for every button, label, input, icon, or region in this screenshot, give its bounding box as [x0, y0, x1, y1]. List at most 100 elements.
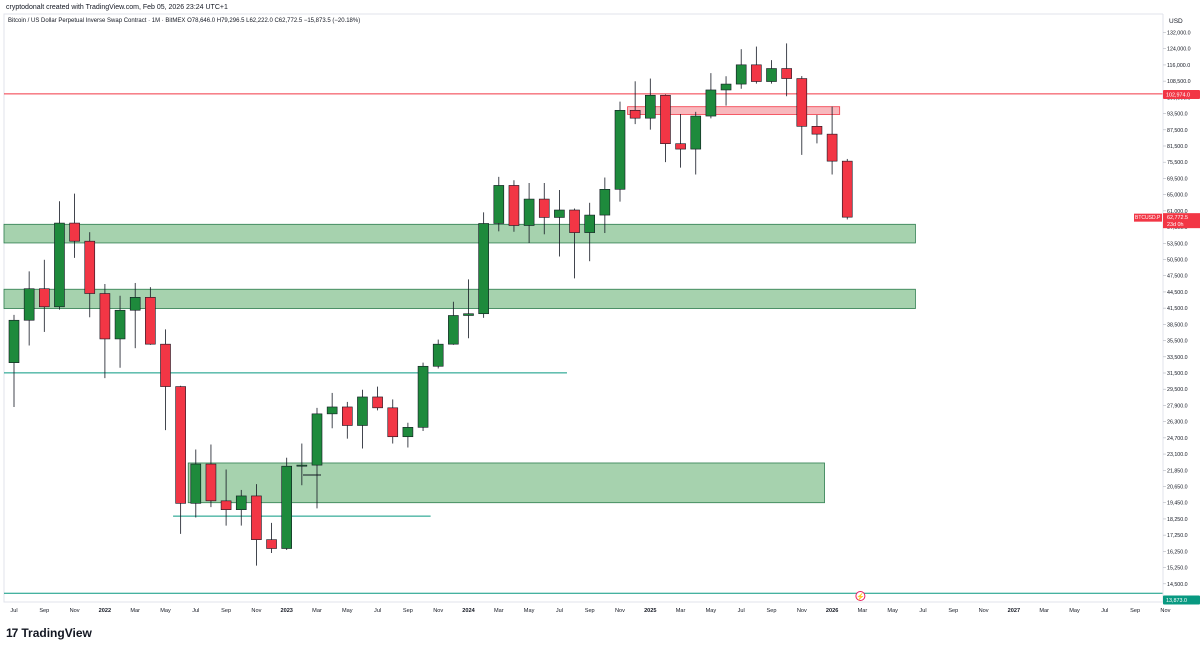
candle-body [629, 109, 641, 119]
top-price-marker [1163, 90, 1200, 99]
time-axis-label: 2023 [280, 608, 292, 614]
time-axis-label: May [524, 608, 535, 614]
candle-body [160, 343, 171, 387]
candle-body [781, 68, 792, 79]
candle-body [417, 365, 429, 428]
candle-body [281, 465, 293, 549]
price-tick-label: 44,500.0 [1167, 290, 1188, 296]
time-axis-label: Mar [1039, 608, 1049, 614]
candle-body [69, 222, 80, 242]
price-tick-label: 87,500.0 [1167, 128, 1188, 134]
price-tick-label: 15,250.0 [1167, 566, 1188, 572]
time-axis-label: Nov [979, 608, 989, 614]
candle-body [448, 315, 459, 345]
top-price-marker-text: 102,974.0 [1166, 93, 1190, 99]
candle-body [660, 94, 671, 145]
time-axis-label: 2026 [826, 608, 838, 614]
time-axis-label: Sep [948, 608, 958, 614]
candle-body [114, 309, 126, 340]
time-axis-label: May [160, 608, 171, 614]
time-axis-label: May [342, 608, 353, 614]
price-tick-label: 108,500.0 [1167, 79, 1191, 85]
candle-body [508, 185, 520, 226]
candle-body [38, 288, 50, 308]
symbol-legend[interactable]: Bitcoin / US Dollar Perpetual Inverse Sw… [8, 18, 361, 24]
price-tick-label: 124,000.0 [1167, 47, 1191, 53]
candle-body [705, 89, 717, 117]
candle-body [523, 198, 535, 226]
price-tick-label: 132,000.0 [1167, 31, 1191, 37]
candle-body [235, 495, 247, 510]
candle-body [766, 68, 777, 82]
candle-body [99, 293, 111, 340]
time-axis-label: Nov [615, 608, 625, 614]
candle-body [341, 406, 353, 426]
candle-body [145, 297, 156, 345]
time-axis-label: Jul [738, 608, 745, 614]
candle-body [811, 126, 823, 135]
time-axis-label: Nov [1160, 608, 1170, 614]
candle-body [841, 160, 853, 218]
price-tick-label: 18,250.0 [1167, 517, 1188, 523]
time-axis-label: Mar [858, 608, 868, 614]
price-tick-label: 116,000.0 [1167, 63, 1190, 69]
price-tick-label: 81,500.0 [1167, 144, 1188, 150]
last-price-symbol-tag [1134, 213, 1162, 222]
lightning-icon: ⚡ [856, 592, 865, 601]
zone-rect [187, 462, 825, 504]
price-tick-label: 26,300.0 [1167, 420, 1188, 426]
candle-body [690, 115, 702, 150]
time-axis-label: Sep [1130, 608, 1140, 614]
last-price-marker [1163, 213, 1200, 229]
candle-body [357, 396, 368, 426]
time-axis-label: May [706, 608, 717, 614]
last-price-text: 62,772.5 [1167, 215, 1188, 221]
candle-body [826, 133, 838, 162]
candle-body [554, 209, 565, 218]
time-axis-label: Mar [312, 608, 322, 614]
time-axis-label: Sep [39, 608, 49, 614]
candle-body [493, 185, 505, 224]
candle-body [220, 500, 232, 510]
candle-body [463, 313, 474, 316]
tradingview-logo[interactable]: 17 TradingView [6, 626, 92, 640]
candle-body [751, 64, 762, 82]
candle-body [129, 297, 141, 311]
price-tick-label: 24,700.0 [1167, 436, 1188, 442]
tradingview-logo-icon: 17 [6, 626, 18, 640]
price-tick-label: 41,500.0 [1167, 306, 1188, 312]
time-axis-label: 2025 [644, 608, 656, 614]
lightning-icon [855, 591, 866, 601]
candle-body [372, 396, 383, 409]
price-tick-label: 93,500.0 [1167, 112, 1188, 118]
candle-body [402, 427, 414, 438]
time-axis-label: Mar [494, 608, 504, 614]
time-axis-label: Nov [797, 608, 807, 614]
price-tick-label: 75,500.0 [1167, 160, 1188, 166]
time-axis-label: 2024 [462, 608, 475, 614]
time-axis-label: Sep [403, 608, 413, 614]
price-tick-label: 14,500.0 [1167, 582, 1188, 588]
price-tick-label: 61,000.0 [1167, 209, 1188, 215]
price-tick-label: 38,500.0 [1167, 322, 1188, 328]
candle-body [266, 539, 277, 549]
price-tick-label: 23,100.0 [1167, 452, 1188, 458]
price-tick-label: 29,500.0 [1167, 387, 1188, 393]
creator-line: cryptodonalt created with TradingView.co… [6, 4, 228, 11]
time-axis-label: Jul [10, 608, 17, 614]
candle-body [326, 406, 338, 415]
candle-body [387, 407, 399, 438]
time-axis-label: Jul [556, 608, 563, 614]
time-axis-label: Jul [1101, 608, 1108, 614]
time-axis-label: Nov [70, 608, 80, 614]
time-axis-label: Sep [767, 608, 777, 614]
price-tick-label: 17,250.0 [1167, 533, 1188, 539]
time-axis-label: Sep [221, 608, 231, 614]
price-tick-label: 50,500.0 [1167, 258, 1188, 264]
time-axis-label: Nov [433, 608, 443, 614]
tradingview-logo-text: TradingView [21, 626, 92, 640]
candle-body [311, 413, 323, 466]
candle-body [205, 463, 217, 502]
